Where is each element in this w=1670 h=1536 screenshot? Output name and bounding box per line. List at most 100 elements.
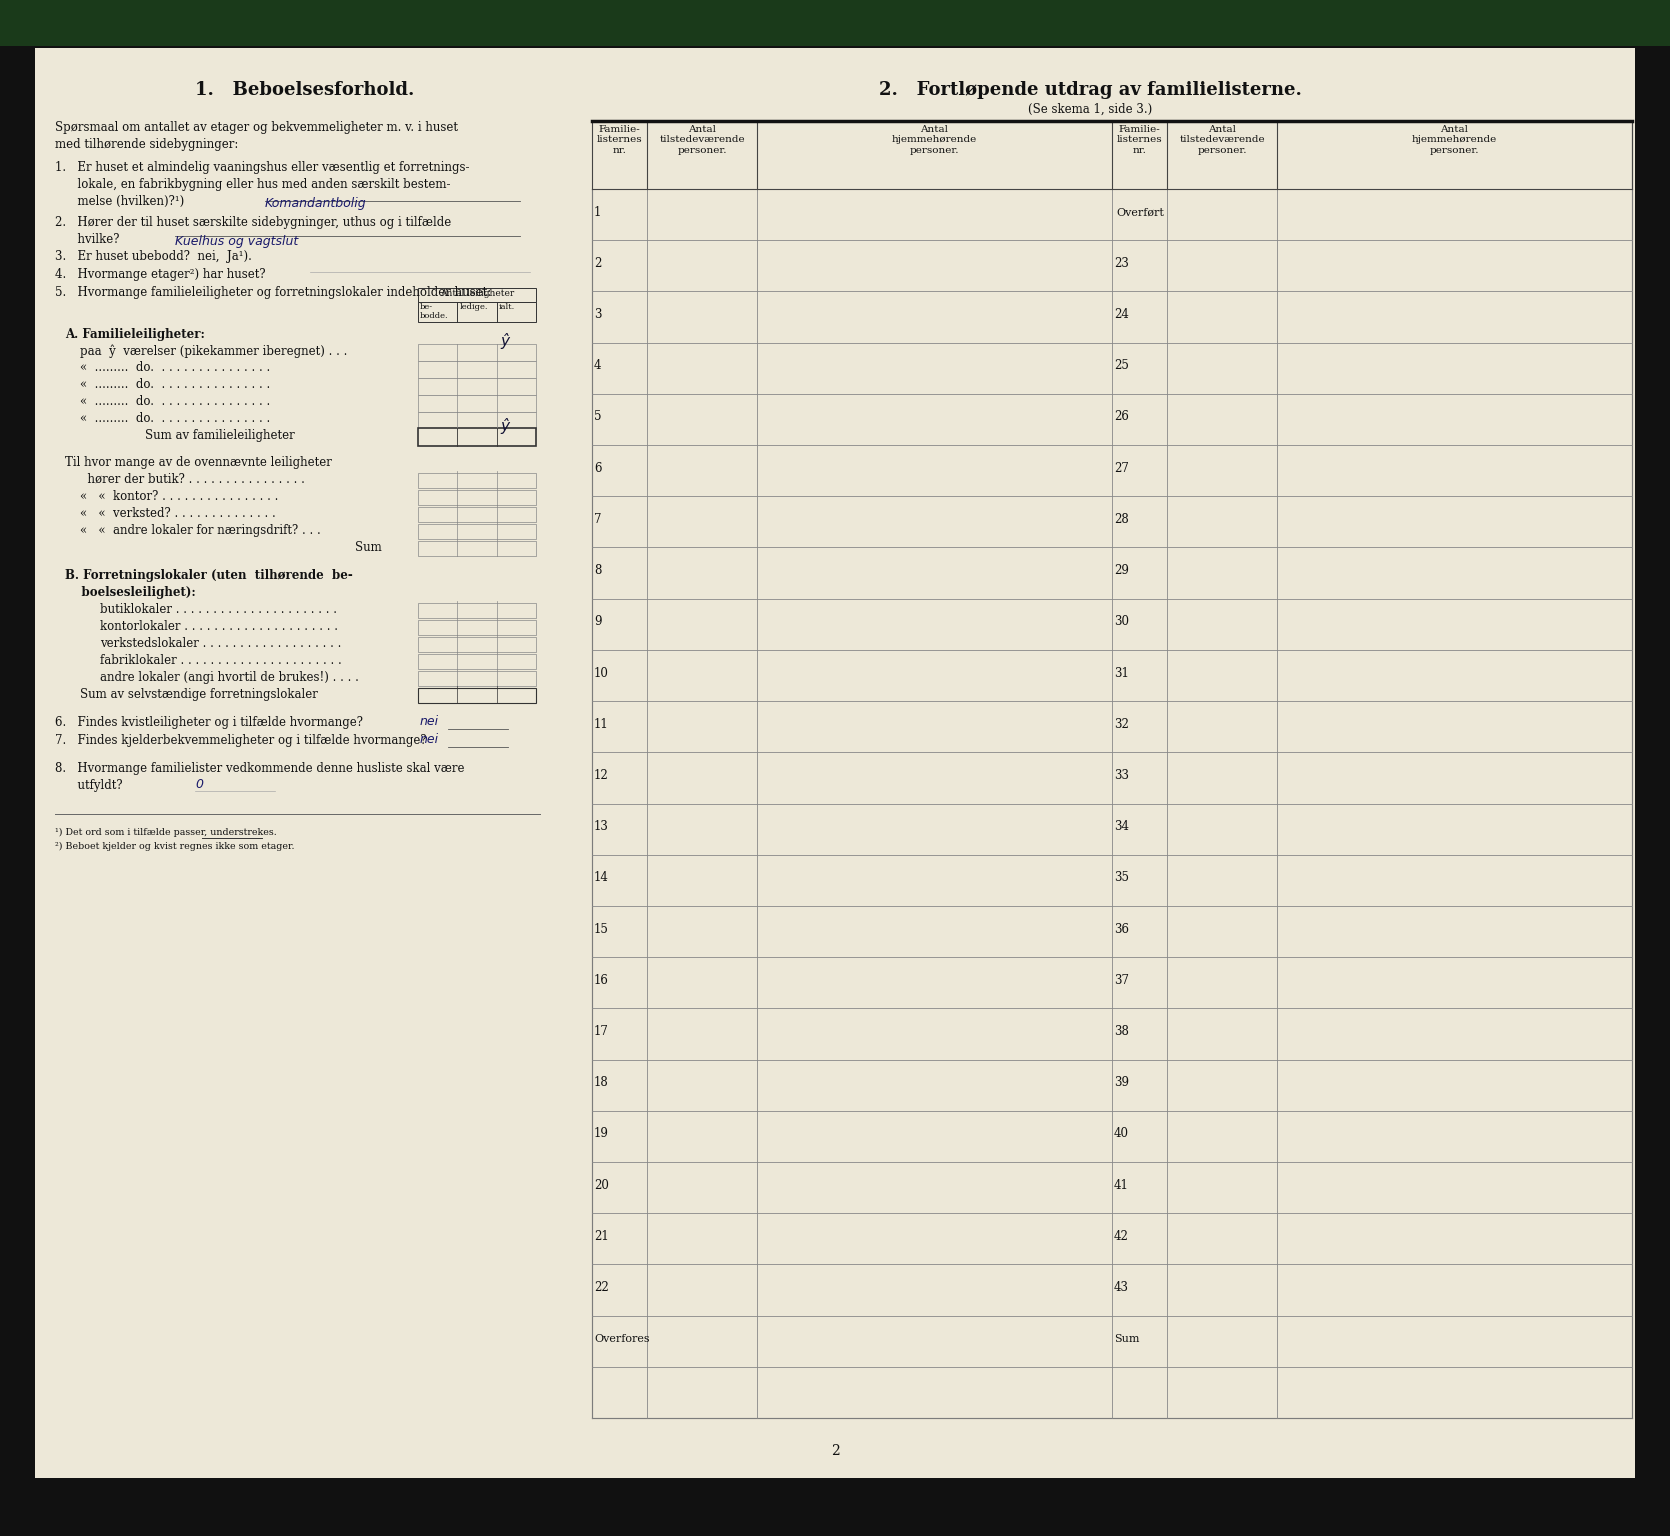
Text: «   «  kontor? . . . . . . . . . . . . . . . .: « « kontor? . . . . . . . . . . . . . . … [80, 490, 279, 502]
Text: «  .........  do.  . . . . . . . . . . . . . . .: « ......... do. . . . . . . . . . . . . … [80, 378, 271, 392]
Bar [418, 490, 536, 505]
Text: 10: 10 [595, 667, 610, 679]
Text: 36: 36 [1114, 923, 1129, 935]
Text: 2.   Hører der til huset særskilte sidebygninger, uthus og i tilfælde: 2. Hører der til huset særskilte sidebyg… [55, 217, 451, 229]
Text: hvilke?: hvilke? [55, 233, 120, 246]
Bar [418, 541, 536, 556]
Text: 2: 2 [830, 1444, 840, 1458]
Bar [0, 0, 1670, 46]
Text: 3: 3 [595, 309, 601, 321]
Text: ŷ: ŷ [501, 333, 509, 349]
Text: 16: 16 [595, 974, 610, 986]
Text: 23: 23 [1114, 257, 1129, 270]
Text: Familie-
listernes
nr.: Familie- listernes nr. [1117, 124, 1162, 155]
Text: «  .........  do.  . . . . . . . . . . . . . . .: « ......... do. . . . . . . . . . . . . … [80, 361, 271, 373]
Text: 33: 33 [1114, 770, 1129, 782]
Text: «   «  verksted? . . . . . . . . . . . . . .: « « verksted? . . . . . . . . . . . . . … [80, 507, 276, 521]
Text: Til hvor mange av de ovennævnte leiligheter: Til hvor mange av de ovennævnte leilighe… [65, 456, 332, 468]
Text: be-
bodde.: be- bodde. [419, 303, 449, 319]
Text: 38: 38 [1114, 1025, 1129, 1038]
Text: 30: 30 [1114, 616, 1129, 628]
Text: 34: 34 [1114, 820, 1129, 833]
Text: 6: 6 [595, 462, 601, 475]
Text: 27: 27 [1114, 462, 1129, 475]
Text: 32: 32 [1114, 717, 1129, 731]
Text: med tilhørende sidebygninger:: med tilhørende sidebygninger: [55, 138, 239, 151]
Text: nei: nei [419, 714, 439, 728]
Text: melse (hvilken)?¹): melse (hvilken)?¹) [55, 195, 184, 207]
Text: verkstedslokaler . . . . . . . . . . . . . . . . . . .: verkstedslokaler . . . . . . . . . . . .… [100, 637, 341, 650]
Bar [418, 429, 536, 445]
Bar [418, 395, 536, 412]
Text: 35: 35 [1114, 871, 1129, 885]
Text: «   «  andre lokaler for næringsdrift? . . .: « « andre lokaler for næringsdrift? . . … [80, 524, 321, 538]
Bar [418, 289, 536, 303]
Text: 12: 12 [595, 770, 610, 782]
Text: 31: 31 [1114, 667, 1129, 679]
Text: Antal leiligheter: Antal leiligheter [439, 289, 514, 298]
Bar [418, 654, 536, 670]
Text: 20: 20 [595, 1178, 610, 1192]
Text: ŷ: ŷ [501, 418, 509, 435]
Text: ialt.: ialt. [499, 303, 514, 310]
Text: 24: 24 [1114, 309, 1129, 321]
Text: 2: 2 [595, 257, 601, 270]
Text: utfyldt?: utfyldt? [55, 779, 122, 793]
Bar [418, 378, 536, 395]
Bar [418, 303, 536, 323]
Text: paa  ŷ  værelser (pikekammer iberegnet) . . .: paa ŷ værelser (pikekammer iberegnet) . … [80, 344, 347, 358]
Bar [418, 637, 536, 651]
Text: 18: 18 [595, 1077, 610, 1089]
Text: Sum: Sum [1114, 1333, 1139, 1344]
Text: lokale, en fabrikbygning eller hus med anden særskilt bestem-: lokale, en fabrikbygning eller hus med a… [55, 178, 451, 190]
Text: 3.   Er huset ubebodd?  nei,  Ja¹).: 3. Er huset ubebodd? nei, Ja¹). [55, 250, 252, 263]
Bar [418, 361, 536, 378]
Bar [418, 524, 536, 539]
Text: Komandantbolig: Komandantbolig [266, 197, 367, 210]
Text: 41: 41 [1114, 1178, 1129, 1192]
Bar [418, 671, 536, 687]
Text: 7: 7 [595, 513, 601, 525]
Text: ledige.: ledige. [459, 303, 488, 310]
Text: Kuelhus og vagtslut: Kuelhus og vagtslut [175, 235, 299, 247]
Text: 8.   Hvormange familielister vedkommende denne husliste skal være: 8. Hvormange familielister vedkommende d… [55, 762, 464, 776]
Text: Sum av selvstændige forretningslokaler: Sum av selvstændige forretningslokaler [80, 688, 317, 700]
Text: 40: 40 [1114, 1127, 1129, 1140]
Text: 8: 8 [595, 564, 601, 578]
Text: 43: 43 [1114, 1281, 1129, 1293]
Text: 13: 13 [595, 820, 610, 833]
Text: 21: 21 [595, 1230, 610, 1243]
Text: (Se skema 1, side 3.): (Se skema 1, side 3.) [1027, 103, 1152, 117]
Text: Overfores: Overfores [595, 1333, 650, 1344]
Bar [418, 412, 536, 429]
Text: 5: 5 [595, 410, 601, 424]
Text: nei: nei [419, 733, 439, 746]
Text: 42: 42 [1114, 1230, 1129, 1243]
Text: 9: 9 [595, 616, 601, 628]
Bar [418, 621, 536, 634]
Text: 11: 11 [595, 717, 610, 731]
Text: 39: 39 [1114, 1077, 1129, 1089]
Text: 4: 4 [595, 359, 601, 372]
Text: Spørsmaal om antallet av etager og bekvemmeligheter m. v. i huset: Spørsmaal om antallet av etager og bekve… [55, 121, 458, 134]
Text: ¹) Det ord som i tilfælde passer, understrekes.: ¹) Det ord som i tilfælde passer, unders… [55, 828, 277, 837]
Text: 17: 17 [595, 1025, 610, 1038]
Text: 7.   Findes kjelderbekvemmeligheter og i tilfælde hvormange?: 7. Findes kjelderbekvemmeligheter og i t… [55, 734, 426, 746]
Text: 29: 29 [1114, 564, 1129, 578]
Text: ²) Beboet kjelder og kvist regnes ikke som etager.: ²) Beboet kjelder og kvist regnes ikke s… [55, 842, 294, 851]
Text: 1.   Er huset et almindelig vaaningshus eller væsentlig et forretnings-: 1. Er huset et almindelig vaaningshus el… [55, 161, 469, 174]
Text: «  .........  do.  . . . . . . . . . . . . . . .: « ......... do. . . . . . . . . . . . . … [80, 395, 271, 409]
Text: 14: 14 [595, 871, 610, 885]
Text: 19: 19 [595, 1127, 610, 1140]
Text: 2.   Fortløpende utdrag av familielisterne.: 2. Fortløpende utdrag av familielisterne… [878, 81, 1301, 98]
Text: Overført: Overført [1116, 207, 1164, 217]
Bar [418, 344, 536, 361]
Text: fabriklokaler . . . . . . . . . . . . . . . . . . . . . .: fabriklokaler . . . . . . . . . . . . . … [100, 654, 342, 667]
Text: 0: 0 [195, 779, 204, 791]
Text: 37: 37 [1114, 974, 1129, 986]
Bar [418, 688, 536, 703]
Bar [418, 473, 536, 488]
Text: 15: 15 [595, 923, 610, 935]
Text: hører der butik? . . . . . . . . . . . . . . . .: hører der butik? . . . . . . . . . . . .… [80, 473, 306, 485]
Text: 4.   Hvormange etager²) har huset?: 4. Hvormange etager²) har huset? [55, 267, 266, 281]
